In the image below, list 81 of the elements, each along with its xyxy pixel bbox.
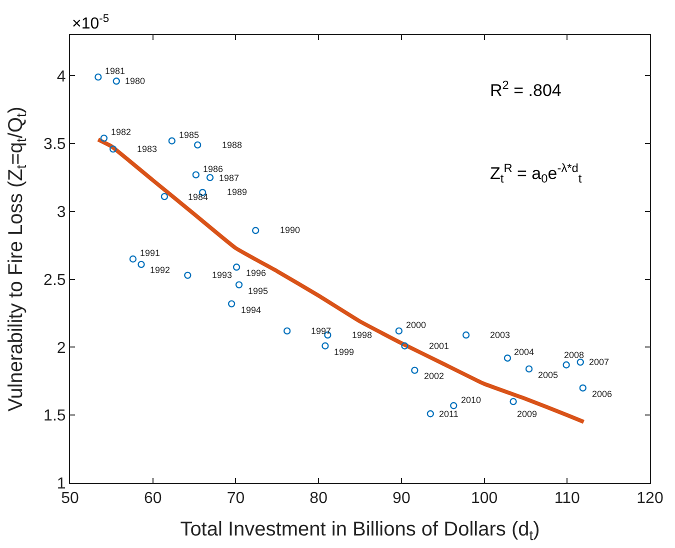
x-tick-label: 100 xyxy=(470,490,498,508)
x-tick-label: 60 xyxy=(144,490,162,508)
point xyxy=(235,281,243,288)
annotation: 1983 xyxy=(137,144,158,154)
annotation: 2004 xyxy=(514,347,534,357)
annotation: 1994 xyxy=(241,305,262,315)
annotation: 1984 xyxy=(188,192,208,202)
point xyxy=(283,327,291,335)
annotation: 2011 xyxy=(439,409,458,419)
annotation: 1986 xyxy=(203,164,224,174)
annotation: 1998 xyxy=(352,330,372,340)
line-series xyxy=(96,138,586,424)
point xyxy=(228,300,236,308)
annotation: 1995 xyxy=(248,286,268,296)
point xyxy=(395,327,403,335)
annotation: 1991 xyxy=(140,248,160,258)
annotation: 1982 xyxy=(111,127,132,137)
y-tick-label: 2 xyxy=(56,340,66,357)
y-tick-label: 1 xyxy=(56,476,66,493)
point xyxy=(194,141,202,149)
point xyxy=(579,384,586,392)
point xyxy=(232,264,240,271)
annotation: 2005 xyxy=(538,370,558,380)
y-tick-label: 4 xyxy=(56,68,66,86)
annotation: 1981 xyxy=(105,66,126,76)
annotation: 2007 xyxy=(589,357,610,367)
annotation: 1985 xyxy=(179,130,200,140)
y-tick-label: 1.5 xyxy=(44,408,66,425)
point xyxy=(504,354,512,362)
x-tick-label: 50 xyxy=(61,490,79,508)
point xyxy=(562,361,570,368)
annotation: 1999 xyxy=(334,347,354,357)
x-tick-label: 110 xyxy=(554,490,580,508)
point xyxy=(510,398,517,406)
annotation: 1996 xyxy=(246,268,266,278)
y-tick-label: 2.5 xyxy=(44,272,66,289)
annotation: 1997 xyxy=(311,326,332,336)
point xyxy=(426,410,434,418)
annotation: 1989 xyxy=(227,187,248,197)
point xyxy=(192,171,200,178)
annotation: 1992 xyxy=(150,265,170,275)
annotation: 2010 xyxy=(461,395,482,405)
point xyxy=(112,78,120,85)
y-tick-label: 3 xyxy=(56,204,66,222)
x-tick-label: 120 xyxy=(636,490,664,508)
x-axis-title: Total Investment in Billions of Dollars (d$_{t}$) xyxy=(180,518,540,543)
annotation: 2006 xyxy=(592,389,612,399)
point xyxy=(94,73,102,81)
point xyxy=(252,226,260,234)
annotation: 1987 xyxy=(219,173,240,183)
point xyxy=(206,174,214,182)
text: ×10$^{-5}$ xyxy=(72,13,110,33)
point xyxy=(100,134,108,142)
point xyxy=(129,255,137,263)
point xyxy=(184,272,192,279)
point xyxy=(138,260,145,268)
annotation: 2000 xyxy=(406,320,426,330)
annotation: 2001 xyxy=(429,341,450,351)
point xyxy=(168,137,176,144)
point xyxy=(401,342,408,350)
annotation: 2003 xyxy=(490,330,510,340)
annotation: 1993 xyxy=(212,270,232,280)
x-tick-label: 80 xyxy=(310,490,328,508)
point xyxy=(109,145,117,153)
annotation: R$^{2}$ = .804 xyxy=(490,78,562,100)
point xyxy=(411,366,418,374)
point xyxy=(322,342,329,350)
annotation: 1990 xyxy=(280,225,300,235)
annotation: 1980 xyxy=(125,76,146,86)
x-tick-label: 90 xyxy=(392,490,410,508)
point xyxy=(576,358,584,366)
annotation: 2002 xyxy=(424,371,444,381)
annotation: 2008 xyxy=(564,350,584,360)
point xyxy=(462,331,470,339)
annotation: 1988 xyxy=(222,140,242,150)
x-tick-label: 70 xyxy=(226,490,245,508)
point xyxy=(160,192,168,200)
point xyxy=(525,365,533,373)
y-tick-label: 3.5 xyxy=(44,136,66,154)
annotation: 2009 xyxy=(517,409,538,419)
point xyxy=(450,402,458,410)
